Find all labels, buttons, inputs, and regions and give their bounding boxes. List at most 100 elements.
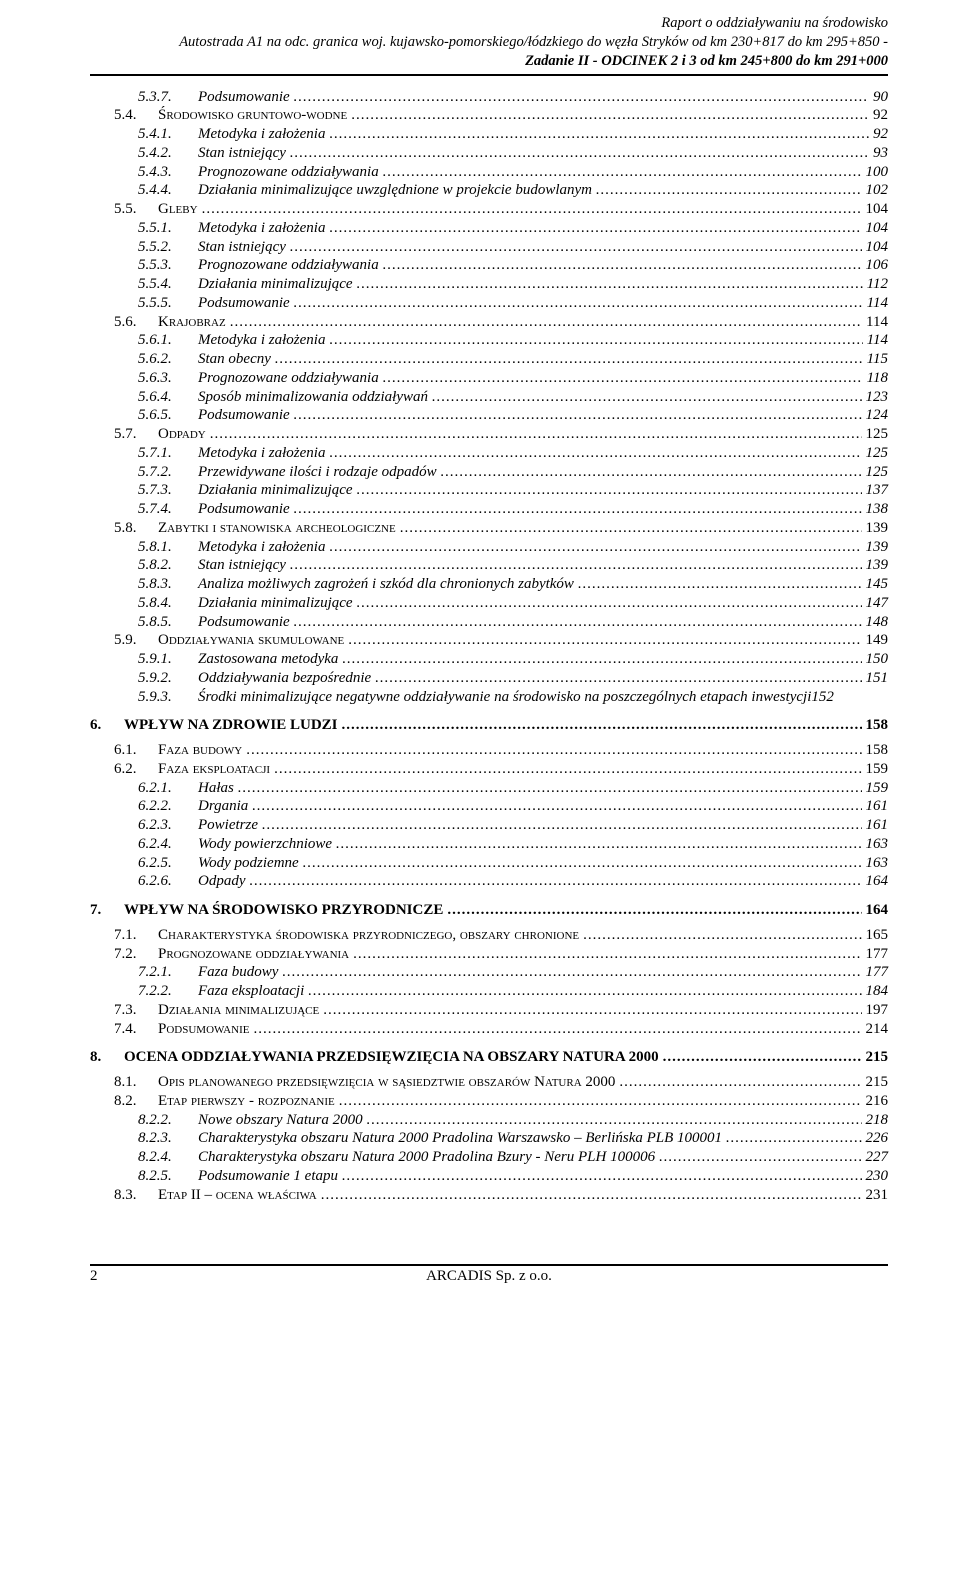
toc-number: 5.8.3. [138, 575, 198, 594]
toc-leader [619, 1073, 861, 1092]
toc-leader [308, 982, 861, 1001]
toc-page: 164 [866, 901, 889, 920]
toc-entry: 5.8.1.Metodyka i założenia139 [138, 538, 888, 557]
toc-entry: 5.7.Odpady 125 [114, 425, 888, 444]
toc-entry: 8.2.4.Charakterystyka obszaru Natura 200… [138, 1148, 888, 1167]
toc-number: 8.1. [114, 1073, 158, 1092]
toc-number: 5.4.2. [138, 144, 198, 163]
toc-number: 5.5.1. [138, 219, 198, 238]
toc-number: 7.1. [114, 926, 158, 945]
toc-title: Oddziaływania skumulowane [158, 631, 344, 650]
toc-number: 5.8.2. [138, 556, 198, 575]
toc-page: 218 [866, 1111, 889, 1130]
toc-page: 148 [866, 613, 889, 632]
toc-leader [294, 88, 869, 107]
toc-number: 5.6.3. [138, 369, 198, 388]
footer-page-number: 2 [90, 1268, 130, 1285]
toc-number: 5.4.3. [138, 163, 198, 182]
toc-entry: 8.2.5.Podsumowanie 1 etapu230 [138, 1167, 888, 1186]
toc-leader [323, 1001, 861, 1020]
toc-number: 6.2.6. [138, 872, 198, 891]
toc-entry: 5.7.4.Podsumowanie138 [138, 500, 888, 519]
toc-leader [348, 631, 861, 650]
toc-entry: 6.2.3.Powietrze161 [138, 816, 888, 835]
toc-page: 159 [866, 779, 889, 798]
toc-title: Działania minimalizujące [158, 1001, 319, 1020]
toc-page: 114 [867, 294, 888, 313]
toc-entry: 7.WPŁYW NA ŚRODOWISKO PRZYRODNICZE164 [90, 901, 888, 920]
toc-leader [202, 200, 862, 219]
toc-title: Metodyka i założenia [198, 219, 325, 238]
footer-company: ARCADIS Sp. z o.o. [130, 1268, 848, 1285]
toc-page: 216 [866, 1092, 889, 1111]
toc-number: 5.7.3. [138, 481, 198, 500]
toc-leader [432, 388, 861, 407]
toc-entry: 7.3.Działania minimalizujące197 [114, 1001, 888, 1020]
toc-title: Krajobraz [158, 313, 226, 332]
toc-page: 90 [873, 88, 888, 107]
toc-page: 158 [866, 716, 889, 735]
toc-leader [339, 1092, 862, 1111]
toc-number: 5.7.1. [138, 444, 198, 463]
toc-number: 6.2.4. [138, 835, 198, 854]
toc-entry: 5.6.2.Stan obecny115 [138, 350, 888, 369]
toc-entry: 5.6.4.Sposób minimalizowania oddziaływań… [138, 388, 888, 407]
toc-entry: 5.9.1.Zastosowana metodyka150 [138, 650, 888, 669]
toc-leader [336, 835, 861, 854]
toc-page: 92 [873, 125, 888, 144]
document-page: Raport o oddziaływaniu na środowisko Aut… [0, 0, 960, 1569]
header-line-3: Zadanie II - ODCINEK 2 i 3 od km 245+800… [90, 52, 888, 71]
toc-entry: 7.2.2.Faza eksploatacji184 [138, 982, 888, 1001]
toc-page: 165 [866, 926, 889, 945]
toc-title: Działania minimalizujące [198, 275, 353, 294]
toc-number: 6.2.1. [138, 779, 198, 798]
page-header: Raport o oddziaływaniu na środowisko Aut… [90, 14, 888, 71]
toc-leader [210, 425, 862, 444]
toc-number: 5.5. [114, 200, 158, 219]
toc-page: 231 [866, 1186, 889, 1205]
page-footer: 2 ARCADIS Sp. z o.o. [90, 1266, 888, 1285]
toc-entry: 5.5.2.Stan istniejący104 [138, 238, 888, 257]
toc-entry: 8.1.Opis planowanego przedsięwzięcia w s… [114, 1073, 888, 1092]
toc-leader [303, 854, 862, 873]
toc-number: 6.2.2. [138, 797, 198, 816]
toc-number: 8.2.4. [138, 1148, 198, 1167]
toc-number: 5.9.2. [138, 669, 198, 688]
toc-page: 226 [866, 1129, 889, 1148]
toc-title: Hałas [198, 779, 234, 798]
toc-page: 158 [866, 741, 889, 760]
toc-title: Zabytki i stanowiska archeologiczne [158, 519, 396, 538]
toc-leader [357, 594, 862, 613]
toc-entry: 5.5.5.Podsumowanie114 [138, 294, 888, 313]
toc-number: 5.5.5. [138, 294, 198, 313]
toc-title: Opis planowanego przedsięwzięcia w sąsie… [158, 1073, 615, 1092]
toc-title: Odpady [158, 425, 206, 444]
toc-title: Metodyka i założenia [198, 538, 325, 557]
toc-entry: 5.5.4.Działania minimalizujące112 [138, 275, 888, 294]
toc-number: 5.8.1. [138, 538, 198, 557]
toc-page: 125 [866, 425, 889, 444]
toc-leader [329, 219, 861, 238]
toc-number: 5.4.1. [138, 125, 198, 144]
toc-title: Podsumowanie 1 etapu [198, 1167, 338, 1186]
toc-title: Stan istniejący [198, 556, 286, 575]
toc-page: 230 [866, 1167, 889, 1186]
toc-entry: 6.2.4.Wody powierzchniowe163 [138, 835, 888, 854]
toc-entry: 7.2.1.Faza budowy177 [138, 963, 888, 982]
toc-leader [250, 872, 862, 891]
toc-entry: 8.2.2.Nowe obszary Natura 2000218 [138, 1111, 888, 1130]
toc-title: Prognozowane oddziaływania [198, 163, 379, 182]
toc-page: 123 [866, 388, 889, 407]
toc-page: 104 [866, 238, 889, 257]
toc-page: 214 [866, 1020, 889, 1039]
toc-leader [290, 556, 862, 575]
toc-title: Etap pierwszy - rozpoznanie [158, 1092, 335, 1111]
toc-entry: 6.WPŁYW NA ZDROWIE LUDZI158 [90, 716, 888, 735]
toc-entry: 5.4.3.Prognozowane oddziaływania100 [138, 163, 888, 182]
toc-number: 5.8. [114, 519, 158, 538]
toc-title: Prognozowane oddziaływania [158, 945, 349, 964]
toc-entry: 5.9.2.Oddziaływania bezpośrednie151 [138, 669, 888, 688]
toc-number: 5.7. [114, 425, 158, 444]
toc-title: Prognozowane oddziaływania [198, 256, 379, 275]
toc-entry: 5.4.Środowisko gruntowo-wodne92 [114, 106, 888, 125]
